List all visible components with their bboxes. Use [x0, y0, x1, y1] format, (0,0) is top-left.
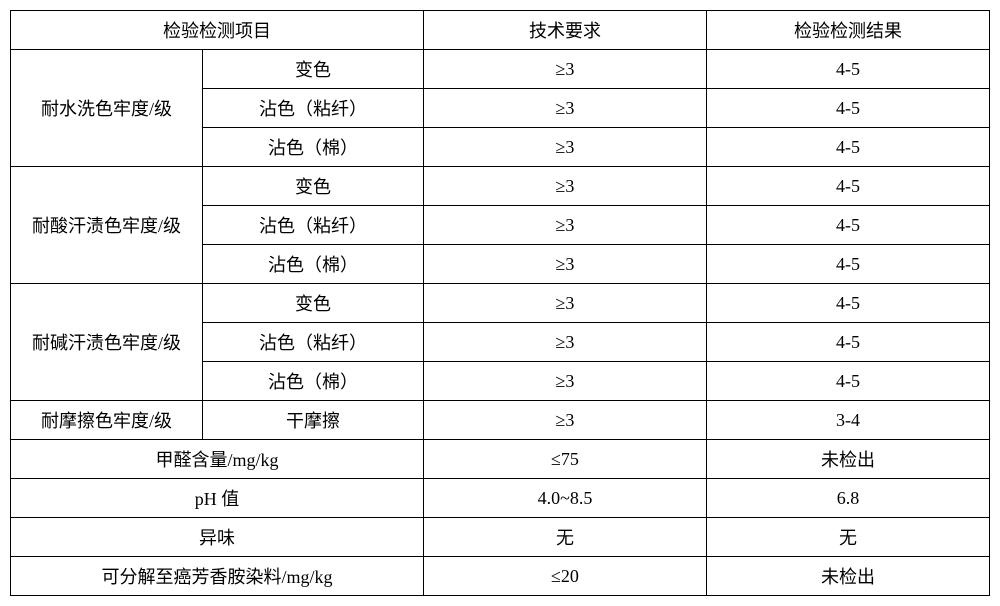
result-cell: 4-5	[707, 89, 990, 128]
header-col1: 检验检测项目	[11, 11, 424, 50]
table-row: 耐酸汗渍色牢度/级 变色 ≥3 4-5	[11, 167, 990, 206]
req-cell: ≥3	[424, 245, 707, 284]
single-label: 可分解至癌芳香胺染料/mg/kg	[11, 557, 424, 596]
req-cell: ≥3	[424, 323, 707, 362]
header-row: 检验检测项目 技术要求 检验检测结果	[11, 11, 990, 50]
sub-label: 沾色（棉）	[203, 362, 424, 401]
result-cell: 4-5	[707, 362, 990, 401]
req-cell: 4.0~8.5	[424, 479, 707, 518]
table-row: 耐碱汗渍色牢度/级 变色 ≥3 4-5	[11, 284, 990, 323]
group-label: 耐酸汗渍色牢度/级	[11, 167, 203, 284]
table-row: 异味 无 无	[11, 518, 990, 557]
result-cell: 4-5	[707, 50, 990, 89]
result-cell: 4-5	[707, 284, 990, 323]
result-cell: 4-5	[707, 167, 990, 206]
req-cell: ≥3	[424, 128, 707, 167]
req-cell: ≥3	[424, 401, 707, 440]
req-cell: ≥3	[424, 50, 707, 89]
result-cell: 4-5	[707, 128, 990, 167]
single-label: 甲醛含量/mg/kg	[11, 440, 424, 479]
result-cell: 4-5	[707, 323, 990, 362]
result-cell: 6.8	[707, 479, 990, 518]
group-label: 耐水洗色牢度/级	[11, 50, 203, 167]
sub-label: 变色	[203, 167, 424, 206]
single-label: pH 值	[11, 479, 424, 518]
result-cell: 4-5	[707, 245, 990, 284]
table-row: 可分解至癌芳香胺染料/mg/kg ≤20 未检出	[11, 557, 990, 596]
req-cell: ≥3	[424, 362, 707, 401]
result-cell: 4-5	[707, 206, 990, 245]
req-cell: 无	[424, 518, 707, 557]
req-cell: ≥3	[424, 89, 707, 128]
sub-label: 沾色（棉）	[203, 245, 424, 284]
sub-label: 干摩擦	[203, 401, 424, 440]
result-cell: 未检出	[707, 440, 990, 479]
sub-label: 沾色（粘纤）	[203, 89, 424, 128]
sub-label: 变色	[203, 50, 424, 89]
req-cell: ≥3	[424, 206, 707, 245]
header-col3: 检验检测结果	[707, 11, 990, 50]
sub-label: 沾色（粘纤）	[203, 323, 424, 362]
inspection-table: 检验检测项目 技术要求 检验检测结果 耐水洗色牢度/级 变色 ≥3 4-5 沾色…	[10, 10, 990, 596]
single-label: 异味	[11, 518, 424, 557]
req-cell: ≤75	[424, 440, 707, 479]
sub-label: 变色	[203, 284, 424, 323]
group-label: 耐摩擦色牢度/级	[11, 401, 203, 440]
sub-label: 沾色（棉）	[203, 128, 424, 167]
result-cell: 3-4	[707, 401, 990, 440]
req-cell: ≤20	[424, 557, 707, 596]
table-row: 甲醛含量/mg/kg ≤75 未检出	[11, 440, 990, 479]
header-col2: 技术要求	[424, 11, 707, 50]
result-cell: 无	[707, 518, 990, 557]
sub-label: 沾色（粘纤）	[203, 206, 424, 245]
group-label: 耐碱汗渍色牢度/级	[11, 284, 203, 401]
result-cell: 未检出	[707, 557, 990, 596]
table-row: 耐摩擦色牢度/级 干摩擦 ≥3 3-4	[11, 401, 990, 440]
table-row: 耐水洗色牢度/级 变色 ≥3 4-5	[11, 50, 990, 89]
req-cell: ≥3	[424, 167, 707, 206]
table-row: pH 值 4.0~8.5 6.8	[11, 479, 990, 518]
req-cell: ≥3	[424, 284, 707, 323]
